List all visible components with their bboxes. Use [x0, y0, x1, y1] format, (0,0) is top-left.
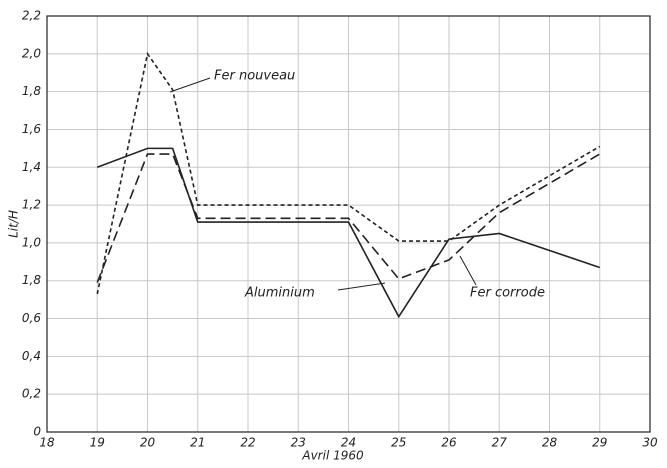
y-tick-label: 1,0	[22, 235, 41, 249]
series-annotation: Fer corrode	[470, 286, 545, 301]
y-tick-label: 1,8	[22, 84, 41, 98]
annotation-leader	[169, 77, 211, 93]
plot-frame	[46, 15, 651, 433]
annotation-leader	[337, 282, 386, 291]
series-line	[96, 147, 601, 319]
x-tick-label: 20	[140, 436, 156, 450]
x-tick-label: 19	[90, 436, 105, 450]
x-tick-label: 26	[441, 436, 457, 450]
series-line	[96, 51, 601, 295]
x-tick-label: 21	[190, 436, 205, 450]
y-tick-label: 1,2	[22, 198, 41, 212]
x-tick-label: 27	[492, 436, 508, 450]
x-tick-label: 18	[39, 436, 55, 450]
y-tick-label: 0,2	[22, 387, 41, 401]
x-tick-label: 22	[240, 436, 255, 450]
series-line	[96, 153, 601, 283]
y-axis-label: Lit/H	[7, 210, 21, 238]
series-annotation: Fer nouveau	[214, 69, 295, 84]
y-tick-label: 0	[33, 425, 41, 439]
x-tick-label: 30	[642, 436, 658, 450]
annotation-leader	[459, 255, 477, 286]
y-tick-label: 1,8	[22, 273, 41, 287]
y-tick-label: 0,4	[22, 349, 41, 363]
y-tick-label: 1,4	[22, 160, 41, 174]
x-tick-label: 24	[341, 436, 356, 450]
y-tick-label: 2,0	[22, 46, 41, 60]
x-tick-label: 29	[592, 436, 607, 450]
y-tick-label: 2,2	[22, 9, 41, 23]
y-tick-label: 0,6	[22, 311, 41, 325]
y-tick-label: 1,6	[22, 122, 41, 136]
x-tick-label: 25	[391, 436, 406, 450]
x-tick-label: 23	[291, 436, 306, 450]
x-tick-label: 28	[542, 436, 558, 450]
x-axis-label: Avril 1960	[301, 449, 364, 463]
series-annotation: Aluminium	[244, 286, 315, 301]
